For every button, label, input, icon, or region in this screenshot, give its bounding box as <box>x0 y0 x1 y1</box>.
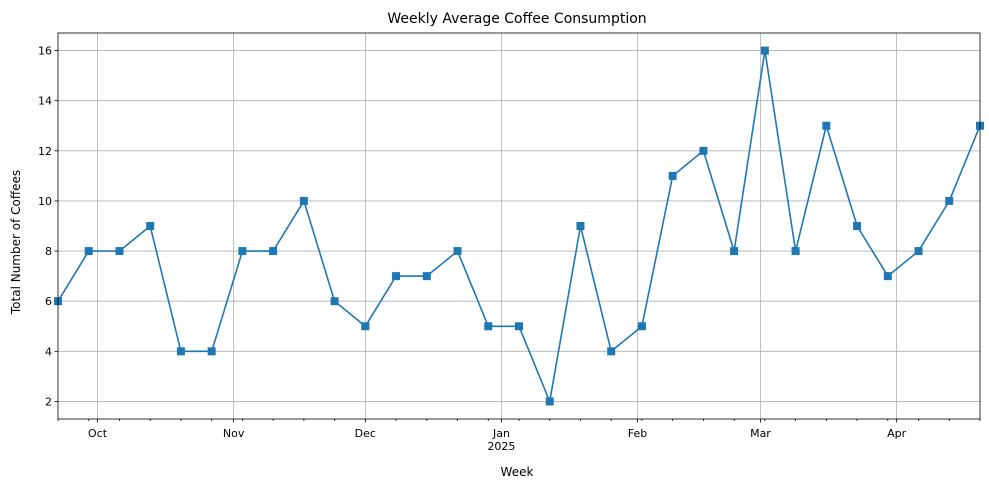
x-tick-sublabel: 2025 <box>487 440 515 453</box>
y-tick-label: 6 <box>45 295 52 308</box>
data-point <box>176 347 185 356</box>
data-point <box>84 247 93 256</box>
data-point <box>822 121 831 130</box>
x-axis-label: Week <box>501 465 534 479</box>
data-point <box>914 247 923 256</box>
y-tick-label: 4 <box>45 345 52 358</box>
y-axis-label: Total Number of Coffees <box>9 170 23 315</box>
x-tick-label: Jan <box>492 427 510 440</box>
x-tick-label: Nov <box>223 427 245 440</box>
data-point <box>945 196 954 205</box>
data-point <box>484 322 493 331</box>
y-tick-label: 12 <box>38 145 52 158</box>
y-tick-label: 2 <box>45 395 52 408</box>
data-point <box>760 46 769 55</box>
data-point <box>238 247 247 256</box>
data-point <box>637 322 646 331</box>
data-point <box>883 272 892 281</box>
x-tick-label: Mar <box>750 427 771 440</box>
plot-frame <box>57 32 981 420</box>
data-point <box>146 222 155 230</box>
x-tick-label: Feb <box>628 427 647 440</box>
data-point <box>392 272 401 281</box>
data-point <box>515 322 523 331</box>
x-tick-label: Apr <box>887 427 907 440</box>
data-point <box>545 397 554 406</box>
data-point <box>453 247 462 256</box>
data-point <box>730 247 739 256</box>
y-tick-label: 8 <box>45 245 52 258</box>
data-point <box>853 222 862 230</box>
data-point <box>576 222 585 230</box>
series-line <box>57 50 981 405</box>
x-tick-label: Dec <box>355 427 376 440</box>
data-point <box>791 247 800 256</box>
data-point <box>115 247 124 256</box>
y-tick-label: 14 <box>38 95 52 108</box>
x-tick-label: Oct <box>88 427 108 440</box>
data-point <box>699 146 708 155</box>
y-tick-label: 16 <box>38 45 52 58</box>
data-point <box>422 272 431 281</box>
data-point <box>607 347 616 356</box>
data-point <box>207 347 216 356</box>
data-point <box>361 322 370 331</box>
y-tick-label: 10 <box>38 195 52 208</box>
data-point <box>330 297 339 306</box>
data-point <box>299 196 308 205</box>
chart-title: Weekly Average Coffee Consumption <box>387 11 646 27</box>
data-point <box>269 247 278 256</box>
data-point <box>668 171 677 180</box>
